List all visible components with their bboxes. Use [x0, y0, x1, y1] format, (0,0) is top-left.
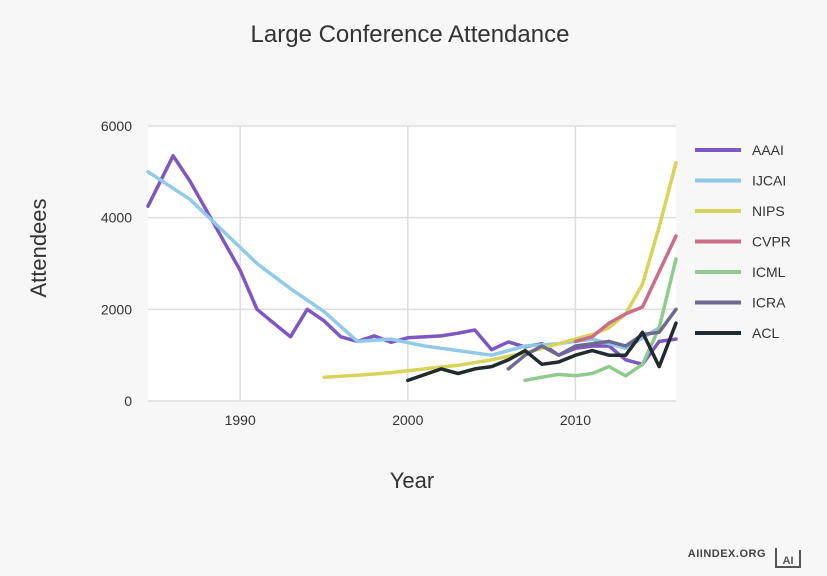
- y-axis-title: Attendees: [26, 198, 51, 297]
- series-line-aaai: [146, 154, 678, 367]
- tick-labels: 0 2000 4000 6000 1990 2000 2010: [101, 118, 591, 428]
- x-tick-label: 2010: [560, 412, 591, 428]
- x-tick-label: 1990: [225, 412, 256, 428]
- series-line-nips: [322, 160, 678, 379]
- watermark-text: AIINDEX.ORG: [688, 548, 766, 560]
- y-tick-label: 6000: [101, 118, 132, 134]
- legend-label-nips: NIPS: [752, 203, 785, 219]
- series-line-acl: [406, 321, 678, 383]
- plot-area: [148, 126, 676, 401]
- series-line-icra: [506, 307, 678, 371]
- y-tick-label: 0: [124, 393, 132, 409]
- series-line-cvpr: [573, 234, 678, 344]
- grid: [148, 125, 676, 402]
- legend-label-aaai: AAAI: [752, 142, 784, 158]
- ai-logo-text: AI: [783, 555, 794, 567]
- watermark: AIINDEX.ORG AI: [688, 548, 801, 568]
- series-lines: [146, 154, 678, 383]
- y-tick-label: 4000: [101, 210, 132, 226]
- chart-title: Large Conference Attendance: [251, 21, 570, 48]
- ai-logo-icon: [775, 548, 801, 568]
- legend-label-ijcai: IJCAI: [752, 173, 786, 189]
- legend: AAAI IJCAI NIPS CVPR ICML ICRA ACL: [695, 142, 791, 341]
- legend-label-icra: ICRA: [752, 295, 786, 311]
- legend-label-cvpr: CVPR: [752, 234, 791, 250]
- x-tick-label: 2000: [392, 412, 423, 428]
- x-axis-title: Year: [390, 468, 434, 493]
- y-tick-label: 2000: [101, 301, 132, 317]
- legend-label-icml: ICML: [752, 264, 786, 280]
- legend-label-acl: ACL: [752, 325, 779, 341]
